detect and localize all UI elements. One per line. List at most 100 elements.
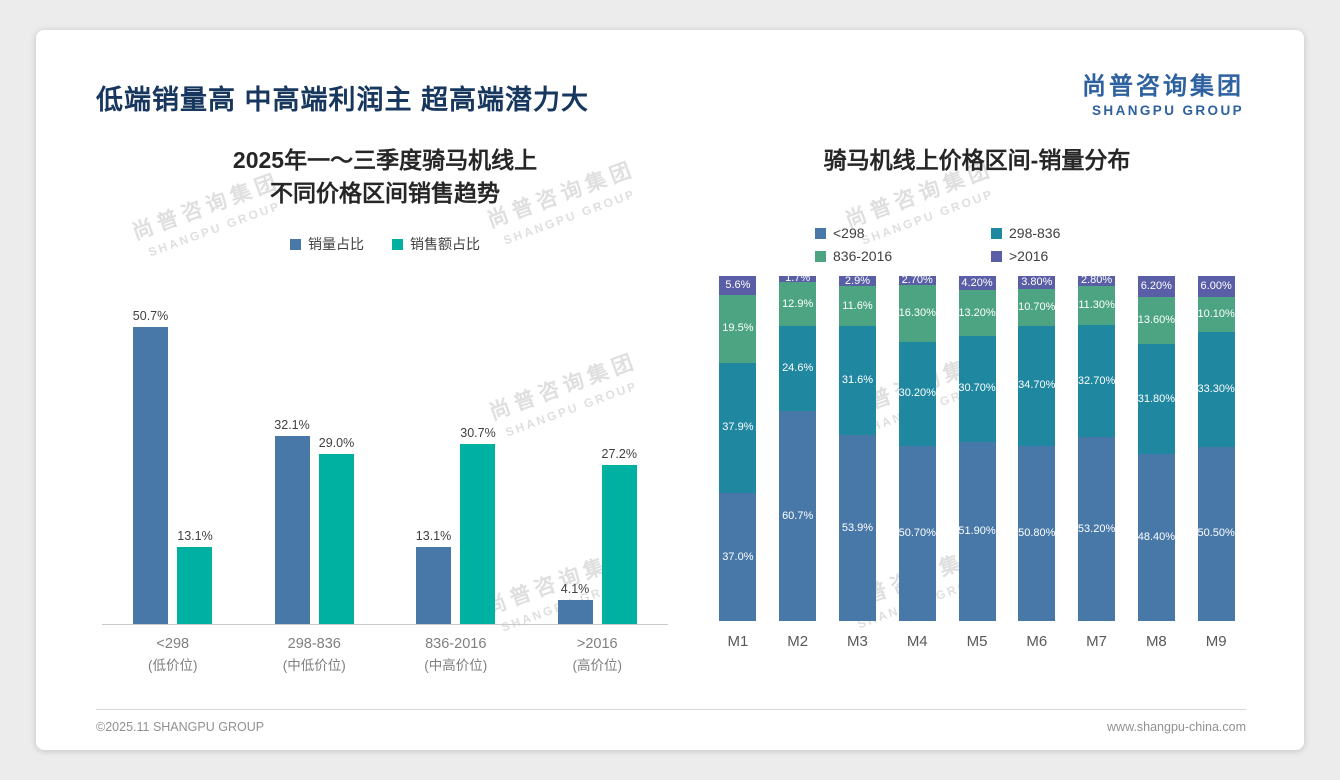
legend-swatch-blue — [815, 227, 826, 239]
logo-cn-text: 尚普咨询集团 — [1082, 73, 1244, 100]
bar-segment: 50.50% — [1197, 446, 1235, 621]
segment-value-label: 53.9% — [841, 521, 874, 534]
legend-swatch-teal — [991, 227, 1002, 239]
slide: 尚普咨询集团 SHANGPU GROUP 尚普咨询集团 SHANGPU GROUP … — [36, 30, 1304, 750]
bar-segment: 48.40% — [1138, 454, 1175, 621]
left-cats-row: <298 (低价位) 298-836 (中低价位) 836-2016 (中高价位) >201… — [102, 634, 668, 676]
bar-wrap: 13.1% — [177, 529, 213, 624]
bar-value-label: 4.1% — [560, 582, 590, 596]
bar-segment: 10.70% — [1018, 289, 1056, 327]
stacked-bar: 3.80% 10.70% 34.70% 50.80% — [1018, 276, 1056, 622]
right-chart: 骑马机线上价格区间-销量分布 <298 298-836 836-2016 >20… — [706, 128, 1248, 676]
bar-segment: 13.20% — [958, 290, 996, 337]
bar-wrap: 32.1% — [274, 418, 310, 624]
segment-value-label: 51.90% — [958, 524, 996, 537]
bar-segment: 60.7% — [779, 411, 817, 621]
bar-segment: 10.10% — [1197, 296, 1235, 332]
segment-value-label: 11.6% — [842, 299, 873, 312]
bar-wrap: 4.1% — [557, 582, 593, 624]
segment-value-label: 50.70% — [898, 526, 936, 539]
segment-value-label: 3.80% — [1021, 276, 1053, 289]
legend-swatch-teal — [392, 238, 403, 250]
category-label: 298-836 (中低价位) — [244, 634, 386, 676]
stacked-bar-column: 6.00% 10.10% 33.30% 50.50% — [1186, 276, 1246, 621]
segment-value-label: 16.30% — [898, 306, 936, 319]
logo: 尚普咨询集团 SHANGPU GROUP — [1082, 66, 1244, 118]
category-label: >2016 (高价位) — [527, 634, 669, 676]
segment-value-label: 1.7% — [785, 272, 811, 285]
segment-value-label: 50.80% — [1018, 526, 1056, 539]
bar — [177, 547, 213, 624]
bar-value-label: 27.2% — [601, 447, 637, 461]
stacked-bar: 2.80% 11.30% 32.70% 53.20% — [1077, 274, 1116, 621]
month-label: M6 — [1026, 633, 1048, 650]
stacked-bar: 4.20% 13.20% 30.70% 51.90% — [958, 276, 996, 622]
category-main: <298 — [156, 636, 190, 652]
segment-value-label: 50.50% — [1197, 527, 1235, 540]
segment-value-label: 5.6% — [725, 279, 751, 292]
stacked-bar-column: 4.20% 13.20% 30.70% 51.90% — [947, 276, 1007, 622]
segment-value-label: 6.20% — [1140, 280, 1172, 293]
bar-segment: 32.70% — [1078, 324, 1115, 438]
left-chart: 2025年一～三季度骑马机线上 不同价格区间销售趋势 销量占比 销售额占比 50… — [96, 128, 674, 676]
stacked-bar-column: 6.20% 13.60% 31.80% 48.40% — [1126, 276, 1186, 621]
segment-value-label: 11.30% — [1078, 298, 1115, 311]
bar-segment: 24.6% — [779, 326, 817, 412]
bar-segment: 11.30% — [1078, 285, 1116, 325]
segment-value-label: 2.80% — [1080, 274, 1113, 287]
legend-item-gt2016: >2016 — [991, 248, 1048, 264]
stacked-bar-column: 5.6% 19.5% 37.9% 37.0% — [708, 276, 768, 621]
legend-swatch-green — [815, 250, 826, 262]
bar-segment: 33.30% — [1197, 331, 1235, 447]
bar-segment: 3.80% — [1018, 276, 1056, 290]
segment-value-label: 24.6% — [782, 362, 814, 375]
bar-group: 4.1% 27.2% — [527, 447, 669, 624]
segment-value-label: 12.9% — [782, 297, 814, 310]
legend-item-volume: 销量占比 — [290, 234, 364, 254]
stacked-bar-column: 1.7% 12.9% 24.6% 60.7% — [768, 272, 828, 621]
grouped-bar-plot: 50.7% 13.1% 32.1% 29.0% 13.1% 30.7% 4.1% 27.2% … — [96, 288, 674, 676]
stacked-bar: 6.20% 13.60% 31.80% 48.40% — [1138, 276, 1175, 621]
category-sub: (中低价位) — [282, 658, 346, 673]
footer-copyright: ©2025.11 SHANGPU GROUP — [96, 720, 265, 734]
footer-website: www.shangpu-china.com — [1107, 720, 1246, 734]
segment-value-label: 37.0% — [722, 550, 754, 563]
bar-value-label: 50.7% — [132, 309, 169, 323]
segment-value-label: 6.00% — [1200, 279, 1232, 292]
segment-value-label: 2.70% — [901, 274, 933, 287]
left-bars-row: 50.7% 13.1% 32.1% 29.0% 13.1% 30.7% 4.1% 27.2% — [102, 288, 668, 625]
right-chart-legend: <298 298-836 836-2016 >2016 — [706, 225, 1248, 264]
segment-value-label: 53.20% — [1077, 522, 1116, 535]
bar-segment: 11.6% — [838, 286, 876, 327]
bar — [416, 547, 452, 624]
segment-value-label: 33.30% — [1197, 382, 1235, 395]
segment-value-label: 4.20% — [961, 276, 993, 289]
legend-label: 836-2016 — [833, 248, 893, 264]
bar-segment: 30.20% — [899, 341, 936, 446]
bar-value-label: 32.1% — [274, 418, 310, 432]
left-chart-legend: 销量占比 销售额占比 — [96, 234, 674, 254]
bar-segment: 13.60% — [1138, 297, 1175, 345]
left-chart-title-line2: 不同价格区间销售趋势 — [270, 180, 500, 206]
stacked-bar-column: 2.9% 11.6% 31.6% 53.9% — [828, 275, 888, 621]
bar-segment: 51.90% — [958, 441, 996, 622]
legend-swatch-blue — [290, 238, 301, 250]
legend-swatch-purple — [991, 250, 1002, 262]
month-label: M3 — [847, 633, 868, 650]
left-chart-title-line1: 2025年一～三季度骑马机线上 — [232, 147, 538, 173]
bar-value-label: 13.1% — [177, 529, 213, 543]
charts-area: 2025年一～三季度骑马机线上 不同价格区间销售趋势 销量占比 销售额占比 50… — [36, 118, 1304, 676]
bar-segment: 12.9% — [779, 281, 817, 327]
bar-segment: 53.9% — [838, 435, 876, 621]
segment-value-label: 10.70% — [1018, 301, 1056, 314]
bar-segment: 37.9% — [719, 362, 757, 494]
legend-label: 销售额占比 — [410, 236, 480, 252]
bar-segment: 30.70% — [958, 336, 996, 442]
category-main: >2016 — [576, 636, 618, 652]
segment-value-label: 34.70% — [1018, 379, 1056, 392]
bar-segment: 31.80% — [1138, 344, 1175, 455]
month-label: M9 — [1205, 633, 1227, 650]
bar-segment: 19.5% — [719, 295, 757, 363]
bar-segment: 2.70% — [898, 274, 936, 287]
